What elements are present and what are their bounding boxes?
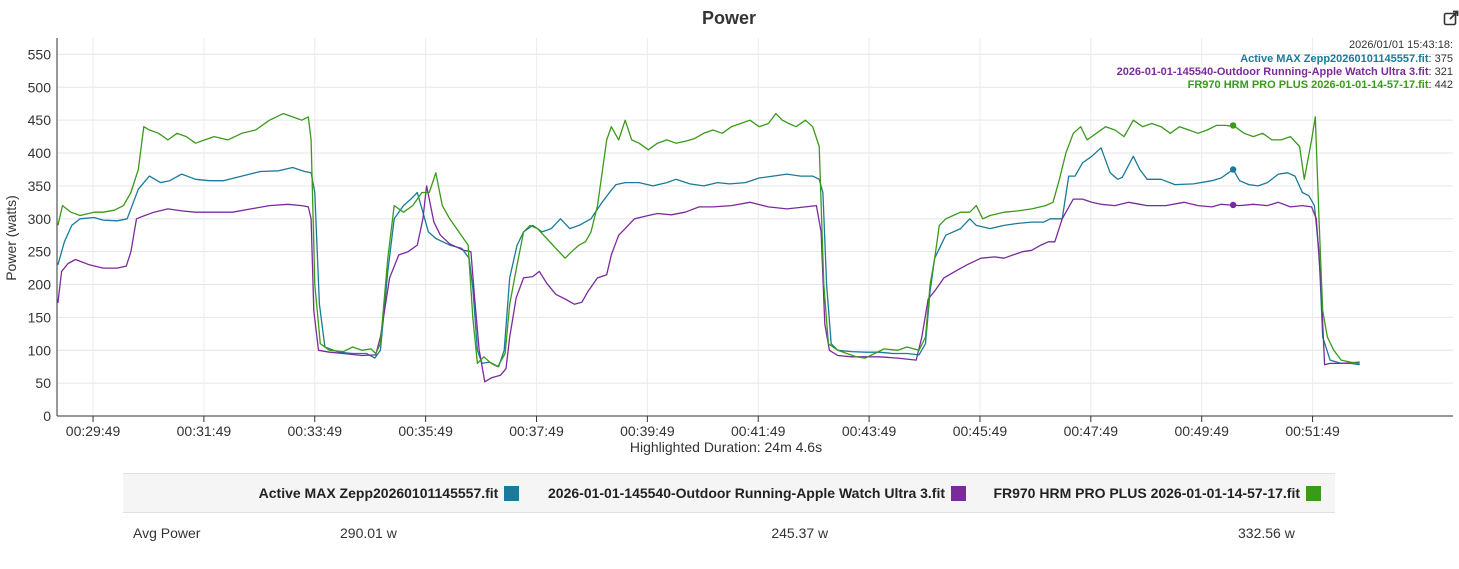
y-axis: 0 50 100 150 200 250 300 350 400 450 500 550 <box>28 38 58 424</box>
legend-item-apple-watch[interactable]: 2026-01-01-145540-Outdoor Running-Apple … <box>541 474 988 513</box>
legend-swatch-teal <box>504 486 520 501</box>
hover-marker <box>1229 122 1237 129</box>
hover-marker <box>1229 166 1237 173</box>
tooltip-row-2: 2026-01-01-145540-Outdoor Running-Apple … <box>1117 66 1453 78</box>
x-tick-label: 00:51:49 <box>1285 423 1340 439</box>
y-tick-label: 250 <box>28 244 52 260</box>
x-axis: 00:29:49 00:31:49 00:33:49 00:35:49 00:37:49… <box>57 415 1453 439</box>
y-tick-label: 100 <box>28 342 52 358</box>
x-tick-label: 00:41:49 <box>731 423 786 439</box>
legend-item-zepp[interactable]: Active MAX Zepp20260101145557.fit <box>254 474 541 513</box>
y-tick-label: 500 <box>28 79 52 95</box>
tooltip-row-3-name: FR970 HRM PRO PLUS 2026-01-01-14-57-17.f… <box>1188 79 1429 91</box>
tooltip-row-2-name: 2026-01-01-145540-Outdoor Running-Apple … <box>1117 66 1429 78</box>
export-icon[interactable] <box>1443 10 1459 26</box>
tooltip-row-2-value: 321 <box>1435 66 1453 78</box>
x-tick-label: 00:29:49 <box>66 423 121 439</box>
x-tick-label: 00:37:49 <box>509 423 564 439</box>
avg-power-fr970: 332.56 w <box>1238 525 1295 541</box>
y-tick-label: 300 <box>28 211 52 227</box>
series-line-zepp <box>57 147 1360 368</box>
y-tick-label: 400 <box>28 145 52 161</box>
stats-table: Active MAX Zepp20260101145557.fit 2026-0… <box>123 473 1335 553</box>
tooltip-row-3-value: 442 <box>1435 79 1453 91</box>
y-tick-label: 350 <box>28 178 52 194</box>
legend-header-row: Active MAX Zepp20260101145557.fit 2026-0… <box>123 473 1335 513</box>
tooltip: 2026/01/01 15:43:18: Active MAX Zepp2026… <box>1117 39 1453 91</box>
tooltip-row-1: Active MAX Zepp20260101145557.fit: 375 <box>1240 53 1453 65</box>
legend-item-label: 2026-01-01-145540-Outdoor Running-Apple … <box>548 485 946 501</box>
chart-title: Power <box>702 8 756 28</box>
legend-item-fr970[interactable]: FR970 HRM PRO PLUS 2026-01-01-14-57-17.f… <box>988 474 1335 513</box>
avg-power-label: Avg Power <box>133 525 201 541</box>
y-tick-label: 200 <box>28 277 52 293</box>
hover-markers <box>1229 122 1237 209</box>
series-line-fr970 <box>57 112 1360 368</box>
avg-power-zepp: 290.01 w <box>340 525 397 541</box>
y-tick-label: 0 <box>43 408 51 424</box>
tooltip-row-1-value: 375 <box>1435 53 1453 65</box>
tooltip-time: 2026/01/01 15:43:18: <box>1349 39 1453 51</box>
y-axis-label: Power (watts) <box>3 195 19 281</box>
x-tick-label: 00:49:49 <box>1174 423 1229 439</box>
x-tick-label: 00:45:49 <box>953 423 1008 439</box>
x-tick-label: 00:43:49 <box>842 423 897 439</box>
x-tick-label: 00:39:49 <box>620 423 675 439</box>
x-tick-label: 00:47:49 <box>1064 423 1119 439</box>
legend-swatch-green <box>1306 486 1321 501</box>
tooltip-row-1-name: Active MAX Zepp20260101145557.fit <box>1240 53 1429 65</box>
avg-power-row: Avg Power 290.01 w 245.37 w 332.56 w <box>123 513 1335 554</box>
x-tick-label: 00:35:49 <box>398 423 453 439</box>
series-line-apple-watch <box>57 185 1360 383</box>
legend-swatch-purple <box>951 486 967 501</box>
x-tick-label: 00:33:49 <box>288 423 343 439</box>
y-tick-label: 50 <box>35 375 51 391</box>
power-chart: Power 050100150200250300350400450500550 … <box>3 8 1453 455</box>
y-tick-label: 150 <box>28 309 52 325</box>
legend-item-label: FR970 HRM PRO PLUS 2026-01-01-14-57-17.f… <box>993 485 1300 501</box>
x-axis-label: Highlighted Duration: 24m 4.6s <box>630 439 822 455</box>
legend-item-label: Active MAX Zepp20260101145557.fit <box>258 485 499 501</box>
legend-spacer <box>123 474 254 513</box>
hover-marker <box>1229 201 1237 209</box>
series-lines <box>57 112 1360 383</box>
tooltip-row-3: FR970 HRM PRO PLUS 2026-01-01-14-57-17.f… <box>1188 79 1453 91</box>
avg-power-apple-watch: 245.37 w <box>771 525 829 541</box>
y-tick-label: 450 <box>28 112 52 128</box>
grid <box>57 38 1453 417</box>
x-tick-label: 00:31:49 <box>177 423 232 439</box>
y-tick-label: 550 <box>28 46 52 62</box>
